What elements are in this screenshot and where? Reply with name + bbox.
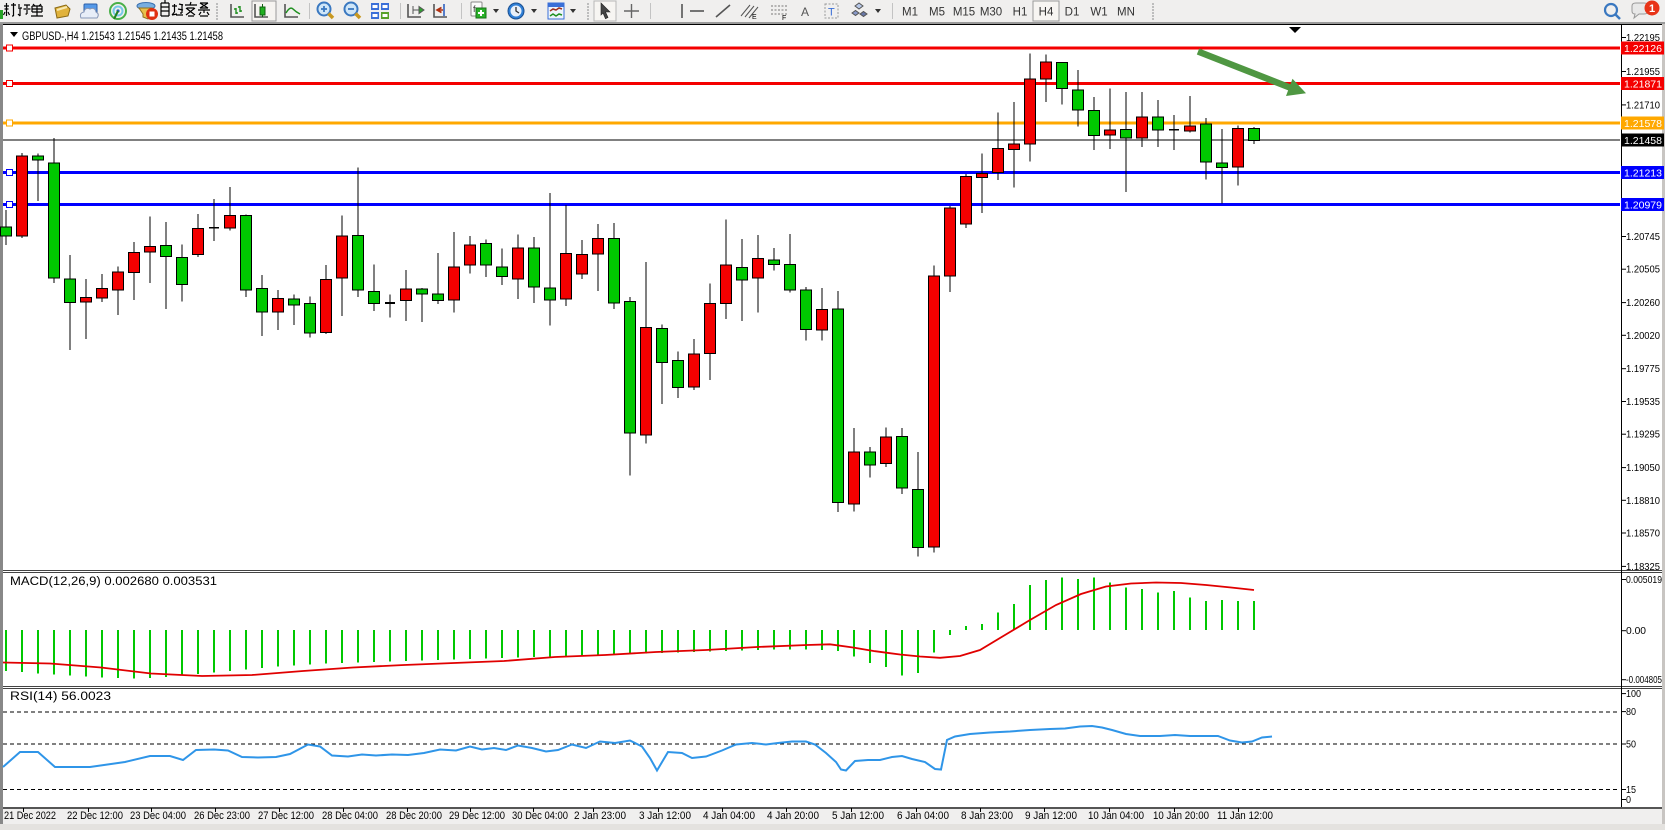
svg-text:22 Dec 12:00: 22 Dec 12:00 (67, 810, 123, 822)
svg-text:1.22126: 1.22126 (1624, 43, 1662, 55)
svg-text:M5: M5 (929, 7, 945, 19)
svg-text:T: T (828, 7, 835, 19)
svg-text:11 Jan 12:00: 11 Jan 12:00 (1217, 810, 1273, 822)
svg-text:1.21578: 1.21578 (1624, 118, 1662, 130)
svg-text:3 Jan 12:00: 3 Jan 12:00 (639, 810, 691, 822)
svg-text:1.21458: 1.21458 (1624, 135, 1662, 147)
svg-text:1.19050: 1.19050 (1626, 462, 1660, 474)
svg-text:GBPUSD-,H4 1.21543 1.21545 1.: GBPUSD-,H4 1.21543 1.21545 1.21435 1.214… (22, 31, 223, 43)
svg-text:1.20505: 1.20505 (1626, 264, 1660, 276)
svg-text:M15: M15 (953, 7, 975, 19)
svg-text:1.20979: 1.20979 (1624, 200, 1662, 212)
svg-text:M30: M30 (980, 7, 1002, 19)
svg-text:RSI(14) 56.0023: RSI(14) 56.0023 (10, 691, 111, 703)
svg-text:1: 1 (1649, 3, 1655, 15)
svg-text:28 Dec 04:00: 28 Dec 04:00 (322, 810, 378, 822)
svg-text:4 Jan 04:00: 4 Jan 04:00 (703, 810, 755, 822)
svg-text:MACD(12,26,9) 0.002680 0.00353: MACD(12,26,9) 0.002680 0.003531 (10, 576, 217, 588)
svg-text:10 Jan 04:00: 10 Jan 04:00 (1088, 810, 1144, 822)
svg-text:28 Dec 20:00: 28 Dec 20:00 (386, 810, 442, 822)
svg-text:9 Jan 12:00: 9 Jan 12:00 (1025, 810, 1077, 822)
svg-text:E: E (752, 14, 757, 21)
svg-text:29 Dec 12:00: 29 Dec 12:00 (449, 810, 505, 822)
svg-text:80: 80 (1626, 706, 1636, 718)
svg-text:1.22195: 1.22195 (1626, 32, 1660, 44)
svg-text:1.21871: 1.21871 (1624, 79, 1662, 91)
svg-text:100: 100 (1626, 688, 1641, 700)
svg-text:27 Dec 12:00: 27 Dec 12:00 (258, 810, 314, 822)
svg-text:6 Jan 04:00: 6 Jan 04:00 (897, 810, 949, 822)
svg-text:0: 0 (1626, 794, 1631, 806)
svg-text:MN: MN (1117, 7, 1135, 19)
svg-text:M1: M1 (902, 7, 918, 19)
svg-text:H4: H4 (1039, 7, 1054, 19)
svg-text:30 Dec 04:00: 30 Dec 04:00 (512, 810, 568, 822)
svg-text:A: A (801, 5, 809, 19)
svg-text:2 Jan 23:00: 2 Jan 23:00 (574, 810, 626, 822)
svg-text:50: 50 (1626, 739, 1636, 751)
svg-text:1.18570: 1.18570 (1626, 528, 1660, 540)
svg-text:W1: W1 (1090, 7, 1107, 19)
svg-text:10 Jan 20:00: 10 Jan 20:00 (1153, 810, 1209, 822)
svg-text:1.19295: 1.19295 (1626, 429, 1660, 441)
svg-text:1.20020: 1.20020 (1626, 330, 1660, 342)
svg-text:21 Dec 2022: 21 Dec 2022 (4, 810, 56, 822)
svg-text:1.18325: 1.18325 (1626, 561, 1660, 573)
svg-text:26 Dec 23:00: 26 Dec 23:00 (194, 810, 250, 822)
svg-text:F: F (782, 15, 786, 22)
svg-text:f: f (473, 4, 476, 14)
svg-text:0.00: 0.00 (1626, 625, 1646, 637)
svg-text:1.19535: 1.19535 (1626, 396, 1660, 408)
svg-text:1.18810: 1.18810 (1626, 495, 1660, 507)
svg-text:4 Jan 20:00: 4 Jan 20:00 (767, 810, 819, 822)
svg-text:15: 15 (1626, 784, 1636, 796)
svg-text:5 Jan 12:00: 5 Jan 12:00 (832, 810, 884, 822)
svg-text:23 Dec 04:00: 23 Dec 04:00 (130, 810, 186, 822)
svg-text:1.21213: 1.21213 (1624, 168, 1662, 180)
svg-text:1.19775: 1.19775 (1626, 363, 1660, 375)
svg-text:1.20745: 1.20745 (1626, 231, 1660, 243)
svg-text:H1: H1 (1013, 7, 1028, 19)
svg-text:0.005019: 0.005019 (1626, 574, 1662, 586)
svg-text:1.21955: 1.21955 (1626, 66, 1660, 78)
svg-text:8 Jan 23:00: 8 Jan 23:00 (961, 810, 1013, 822)
svg-text:-0.004805: -0.004805 (1626, 674, 1662, 686)
svg-text:1.21710: 1.21710 (1626, 99, 1660, 111)
svg-text:1.20260: 1.20260 (1626, 297, 1660, 309)
svg-text:D1: D1 (1065, 7, 1080, 19)
